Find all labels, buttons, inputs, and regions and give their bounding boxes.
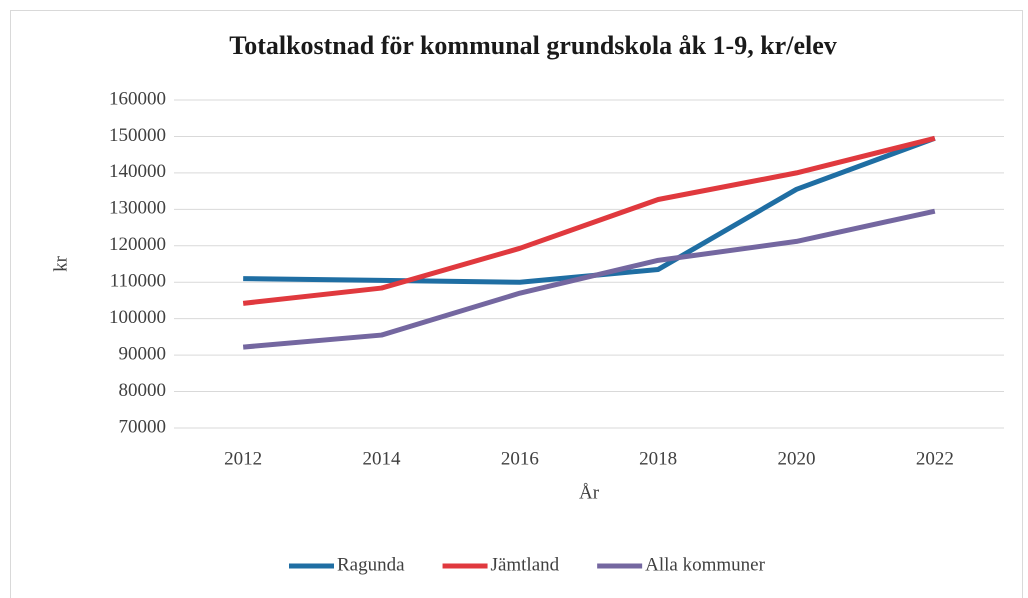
x-tick-label: 2016 [501,448,539,469]
chart-frame [10,10,1023,598]
x-axis-label: År [579,482,600,503]
legend-label: Ragunda [337,554,405,575]
y-tick-label: 160000 [109,88,166,109]
y-tick-label: 110000 [110,271,166,292]
y-axis-label: kr [50,255,71,272]
line-series [242,208,936,350]
x-tick-label: 2014 [363,448,402,469]
y-tick-label: 130000 [109,198,166,219]
y-tick-label: 80000 [119,380,167,401]
legend-label: Jämtland [491,554,560,575]
y-tick-label: 120000 [109,234,166,255]
legend-label: Alla kommuner [645,554,765,575]
chart-title: Totalkostnad för kommunal grundskola åk … [229,31,837,60]
x-tick-label: 2022 [916,448,954,469]
y-tick-label: 90000 [119,343,167,364]
x-tick-label: 2020 [778,448,816,469]
x-tick-label: 2012 [224,448,262,469]
y-tick-label: 140000 [109,161,166,182]
x-tick-label: 2018 [639,448,677,469]
y-tick-label: 150000 [109,125,166,146]
y-tick-label: 100000 [109,307,166,328]
y-tick-label: 70000 [119,416,167,437]
line-series [242,135,936,306]
